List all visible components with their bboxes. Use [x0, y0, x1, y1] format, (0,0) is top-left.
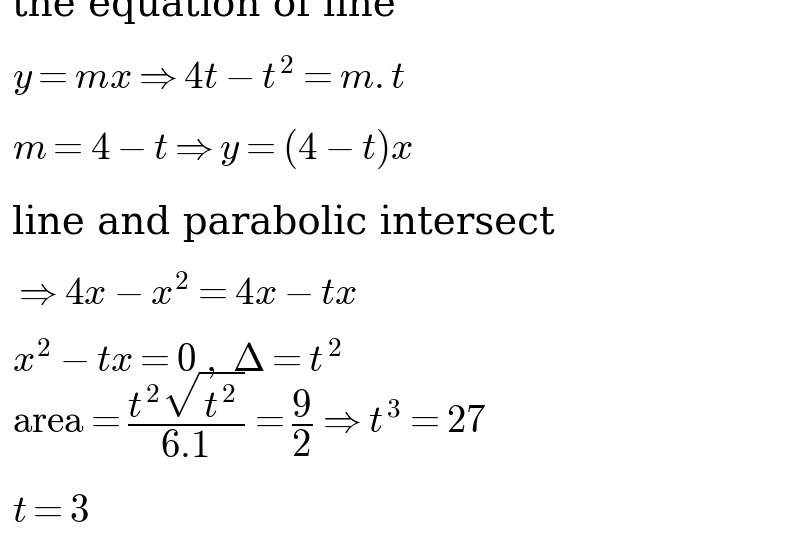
Text: $t = 3$: $t = 3$: [12, 493, 90, 530]
Text: $x^{2}-tx=0 \;,\; \Delta = t^{2}$: $x^{2}-tx=0 \;,\; \Delta = t^{2}$: [12, 336, 342, 381]
Text: $m = 4-t \Rightarrow y = (4-t)x$: $m = 4-t \Rightarrow y = (4-t)x$: [12, 127, 413, 171]
Text: $y = mx \Rightarrow 4t-t^{2} = m.t$: $y = mx \Rightarrow 4t-t^{2} = m.t$: [12, 53, 406, 98]
Text: $\mathrm{area} = \dfrac{t^{2}\sqrt{t^{2}}}{6.1} = \dfrac{9}{2} \Rightarrow t^{3}: $\mathrm{area} = \dfrac{t^{2}\sqrt{t^{2}…: [12, 368, 486, 460]
Text: line and parabolic intersect: line and parabolic intersect: [12, 205, 554, 242]
Text: $\Rightarrow 4x-x^{2} = 4x-tx$: $\Rightarrow 4x-x^{2} = 4x-tx$: [12, 274, 357, 313]
Text: the equation of line: the equation of line: [12, 0, 396, 24]
